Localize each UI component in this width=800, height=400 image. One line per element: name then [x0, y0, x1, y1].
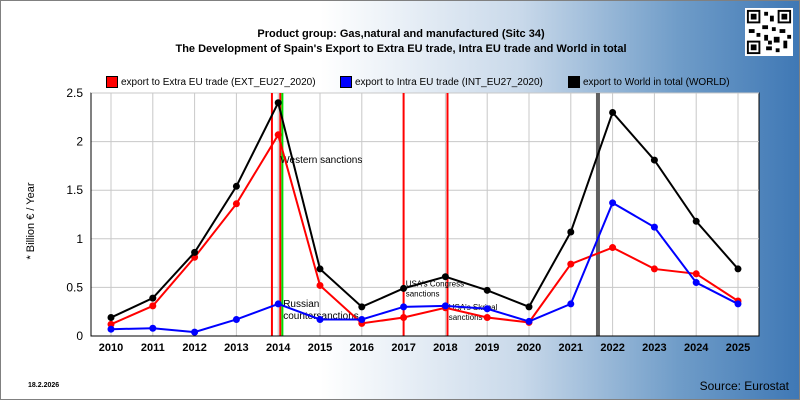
- series-point-2: [567, 228, 575, 236]
- series-point-1: [358, 315, 366, 323]
- series-point-1: [232, 315, 240, 323]
- series-point-1: [191, 328, 199, 336]
- series-point-1: [107, 325, 115, 333]
- series-line-1: [110, 201, 739, 334]
- y-tick-label: 1.5: [66, 183, 83, 197]
- x-tick-label: 2014: [266, 342, 291, 354]
- series-point-0: [316, 281, 324, 289]
- series-point-2: [107, 314, 115, 322]
- x-tick-label: 2013: [224, 342, 248, 354]
- x-tick-label: 2011: [141, 342, 165, 354]
- series-point-2: [400, 284, 408, 292]
- series-point-0: [107, 320, 115, 328]
- series-point-1: [692, 279, 700, 287]
- series-point-1: [441, 302, 449, 310]
- x-tick-label: 2020: [517, 342, 541, 354]
- footer-date: 18.2.2026: [28, 382, 60, 389]
- series-point-0: [149, 302, 157, 310]
- series-point-2: [609, 108, 617, 116]
- series-point-0: [483, 314, 491, 322]
- y-tick-label: 2: [76, 135, 83, 149]
- legend-label-extra-eu: export to Extra EU trade (EXT_EU27_2020): [121, 77, 316, 88]
- series-point-2: [525, 303, 533, 311]
- x-tick-label: 2021: [559, 342, 583, 354]
- legend-label-world: export to World in total (WORLD): [583, 77, 730, 88]
- x-tick-label: 2023: [642, 342, 666, 354]
- series-point-0: [232, 200, 240, 208]
- series-point-1: [650, 223, 658, 231]
- series-point-1: [400, 303, 408, 311]
- legend-swatch-world: [568, 76, 580, 88]
- series-point-1: [609, 199, 617, 207]
- series-point-2: [441, 273, 449, 281]
- x-tick-label: 2019: [475, 342, 499, 354]
- series-point-0: [274, 131, 282, 139]
- x-tick-label: 2012: [182, 342, 206, 354]
- series-point-2: [316, 265, 324, 273]
- series-point-0: [400, 314, 408, 322]
- series-point-2: [358, 303, 366, 311]
- y-tick-label: 0.5: [66, 280, 83, 294]
- series-point-2: [650, 156, 658, 164]
- series-point-0: [650, 265, 658, 273]
- series-point-2: [734, 265, 742, 273]
- series-point-1: [734, 300, 742, 308]
- y-tick-label: 0: [76, 329, 83, 343]
- x-tick-label: 2017: [391, 342, 415, 354]
- series-point-0: [567, 260, 575, 268]
- x-tick-label: 2018: [433, 342, 457, 354]
- y-tick-label: 2.5: [66, 86, 83, 100]
- footer-source: Source: Eurostat: [699, 379, 789, 393]
- chart-title-line2: The Development of Spain's Export to Ext…: [175, 43, 627, 55]
- series-point-1: [525, 317, 533, 325]
- plot-area: [90, 92, 760, 337]
- x-tick-label: 2015: [308, 342, 332, 354]
- y-tick-label: 1: [76, 232, 83, 246]
- event-label-line2: sanctions: [406, 289, 440, 298]
- series-point-0: [609, 244, 617, 252]
- series-point-0: [692, 270, 700, 278]
- x-tick-label: 2010: [99, 342, 123, 354]
- x-tick-label: 2025: [726, 342, 750, 354]
- series-point-2: [483, 286, 491, 294]
- series-line-0: [110, 132, 739, 326]
- event-label: Russian: [283, 299, 319, 310]
- series-point-1: [149, 324, 157, 332]
- event-label: USA's Congress: [406, 279, 464, 288]
- x-tick-label: 2022: [600, 342, 624, 354]
- x-tick-label: 2016: [350, 342, 374, 354]
- legend-swatch-extra-eu: [106, 76, 118, 88]
- legend-swatch-intra-eu: [340, 76, 352, 88]
- series-point-1: [274, 300, 282, 308]
- x-tick-label: 2024: [684, 342, 709, 354]
- series-point-1: [316, 315, 324, 323]
- series-point-2: [232, 182, 240, 190]
- series-point-1: [567, 300, 575, 308]
- series-point-1: [483, 305, 491, 313]
- legend-label-intra-eu: export to Intra EU trade (INT_EU27_2020): [355, 77, 543, 88]
- series-point-2: [692, 217, 700, 225]
- series-point-2: [274, 99, 282, 107]
- series-line-2: [110, 99, 739, 319]
- event-label: Western sanctions: [280, 155, 362, 166]
- series-point-2: [191, 248, 199, 256]
- series-point-2: [149, 294, 157, 302]
- event-label-line2: sanctions: [449, 313, 483, 322]
- qr-code-icon: [745, 8, 793, 56]
- chart-title-line1: Product group: Gas,natural and manufactu…: [257, 28, 545, 40]
